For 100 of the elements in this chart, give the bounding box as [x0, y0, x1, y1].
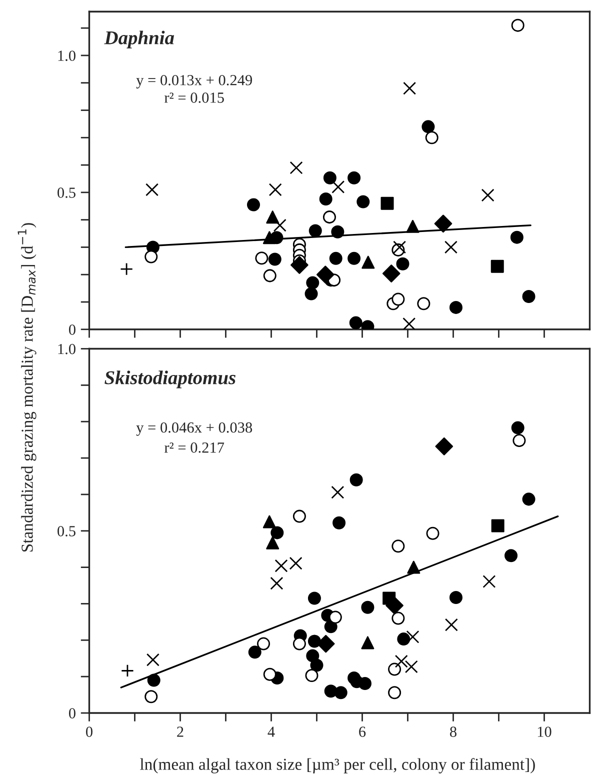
point [425, 131, 438, 144]
x-tick-label: 6 [359, 726, 366, 737]
point [407, 560, 420, 574]
point [262, 231, 276, 244]
point [322, 210, 336, 224]
annotation: y = 0.013x + 0.249 [136, 75, 252, 88]
point [248, 646, 262, 659]
point [403, 82, 416, 95]
point [334, 686, 348, 700]
point [380, 196, 394, 210]
point [310, 658, 324, 672]
point [146, 183, 159, 196]
point [406, 220, 420, 233]
point [361, 636, 374, 650]
point [510, 230, 524, 244]
point [328, 610, 342, 624]
point [308, 224, 322, 238]
annotation: r² = 0.015 [164, 92, 224, 103]
point [348, 171, 361, 184]
point [308, 592, 321, 605]
point [491, 519, 504, 532]
point [306, 276, 320, 290]
point [273, 218, 286, 232]
point [120, 664, 134, 678]
point [144, 250, 158, 264]
point [422, 120, 435, 134]
point [292, 510, 306, 523]
point [146, 653, 160, 666]
point [332, 180, 345, 194]
point [305, 668, 318, 682]
point [292, 637, 306, 650]
point [274, 559, 288, 572]
point [434, 214, 452, 233]
point [290, 256, 308, 274]
point [324, 620, 338, 634]
point [350, 473, 363, 486]
point [349, 316, 362, 330]
point [417, 297, 430, 310]
text: Daphnia [104, 30, 174, 48]
point [522, 290, 536, 304]
point [504, 549, 518, 562]
text: Skistodiaptomus [104, 370, 236, 388]
point [257, 637, 270, 650]
point [392, 292, 405, 306]
point [392, 612, 405, 625]
point [262, 515, 276, 528]
point [426, 526, 440, 540]
point [316, 634, 335, 653]
point [358, 676, 372, 690]
x-tick-label: 8 [450, 726, 456, 737]
point [394, 654, 408, 668]
point [246, 198, 260, 212]
point [404, 660, 418, 674]
point [511, 421, 524, 434]
point [396, 257, 410, 270]
point [449, 300, 462, 314]
point [362, 256, 375, 269]
x-tick-label: 4 [268, 726, 275, 737]
point [263, 269, 276, 282]
point [482, 575, 496, 588]
point [388, 662, 402, 676]
point [356, 195, 370, 208]
point [255, 252, 268, 265]
point [323, 171, 336, 184]
point [331, 486, 344, 499]
annotation: r² = 0.217 [164, 442, 224, 453]
x-axis-title: ln(mean algal taxon size [µm³ per cell, colony or filament]) [140, 758, 535, 774]
point [449, 591, 462, 604]
annotation: y = 0.046x + 0.038 [136, 422, 252, 436]
y-tick-label: 0.5 [58, 188, 76, 198]
point [332, 516, 346, 530]
point [266, 210, 280, 224]
point [386, 596, 404, 614]
point [392, 540, 405, 553]
point [361, 600, 374, 614]
point [120, 262, 134, 276]
point [406, 630, 420, 644]
x-tick-label: 0 [86, 726, 92, 737]
point [270, 576, 284, 590]
point [304, 287, 318, 300]
point [270, 526, 284, 540]
point [402, 317, 416, 330]
point [388, 686, 402, 700]
point [397, 632, 410, 646]
point [147, 674, 160, 687]
point [289, 556, 302, 570]
point [331, 225, 344, 238]
y-tick-label: 1.0 [58, 50, 76, 61]
point [268, 252, 282, 266]
point [263, 668, 276, 681]
point [144, 690, 158, 704]
point [290, 161, 303, 174]
y-tick-label: 1.0 [58, 344, 76, 354]
y-tick-label: 0 [68, 708, 76, 718]
point [348, 252, 361, 265]
point [329, 252, 342, 265]
point [266, 536, 280, 550]
point [382, 264, 400, 282]
y-tick-label: 0 [68, 324, 76, 335]
point [512, 434, 526, 448]
